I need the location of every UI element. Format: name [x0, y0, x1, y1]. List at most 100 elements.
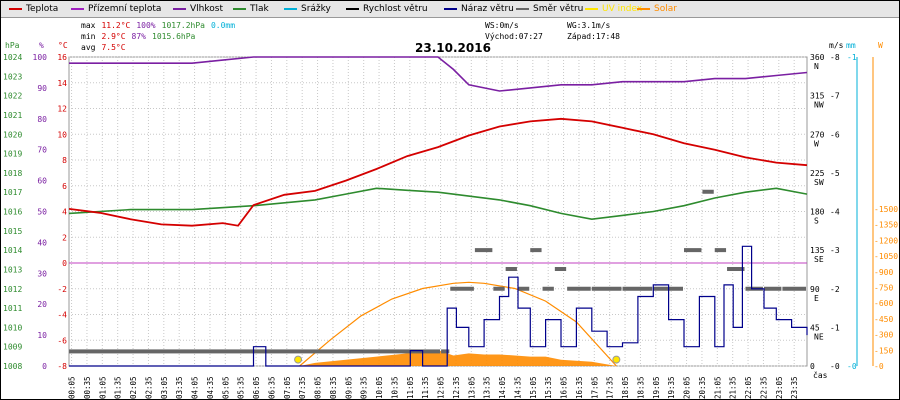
pressure-tick: 1008	[3, 362, 22, 371]
time-tick: 15:05	[529, 376, 538, 399]
time-tick: 00:35	[83, 376, 92, 399]
wind-speed-tick: -7	[830, 92, 840, 101]
stat-sunset: Západ:17:48	[567, 32, 620, 41]
temperature-tick: 0	[62, 259, 67, 268]
direction-tick: 45	[810, 323, 820, 332]
legend-item: Vlhkost	[173, 4, 223, 14]
wind-direction-mark	[763, 286, 782, 291]
direction-tick: 315	[810, 92, 825, 101]
pressure-axis-label: hPa	[5, 41, 20, 50]
pressure-tick: 1012	[3, 285, 22, 294]
wind-direction-mark	[684, 248, 702, 253]
time-tick: 11:05	[406, 376, 415, 399]
temperature-tick: -8	[57, 362, 67, 371]
pressure-tick: 1010	[3, 323, 22, 332]
legend-label: Směr větru	[533, 4, 584, 14]
time-tick: 13:05	[467, 376, 476, 399]
wind-direction-mark	[727, 267, 745, 272]
time-tick: 23:05	[775, 376, 784, 399]
sunset-marker	[612, 355, 621, 364]
legend-swatch	[585, 7, 598, 10]
time-tick: 19:05	[652, 376, 661, 399]
direction-tick: 360	[810, 53, 825, 62]
temperature-tick: 2	[62, 233, 67, 242]
wind-direction-mark	[567, 286, 591, 291]
time-tick: 04:05	[191, 376, 200, 399]
pressure-line	[68, 187, 808, 221]
time-tick: 10:05	[375, 376, 384, 399]
legend-label: UV index	[602, 4, 643, 14]
wind-speed-tick: -4	[830, 208, 840, 217]
pressure-tick: 1023	[3, 72, 22, 81]
temperature-tick: 4	[62, 208, 67, 217]
direction-tick: 270	[810, 130, 825, 139]
time-tick: 18:05	[621, 376, 630, 399]
legend-swatch	[173, 7, 186, 10]
legend-swatch	[346, 7, 359, 10]
temperature-line	[68, 117, 808, 227]
pressure-tick: 1017	[3, 188, 22, 197]
time-tick: 16:35	[575, 376, 584, 399]
chart-title: 23.10.2016	[415, 41, 491, 55]
time-tick: 07:35	[298, 376, 307, 399]
legend-label: Teplota	[26, 4, 59, 14]
humidity-line	[69, 56, 808, 92]
temperature-tick: -4	[57, 311, 67, 320]
wind-direction-mark	[505, 267, 517, 272]
wind-direction-mark	[493, 286, 505, 291]
time-tick: 21:35	[729, 376, 738, 399]
wind-speed-tick: -0	[830, 362, 840, 371]
wind-direction-mark	[450, 286, 474, 291]
direction-tick: 135	[810, 246, 825, 255]
wind-speed-axis-label: m/s	[829, 41, 844, 50]
legend-label: Rychlost větru	[363, 4, 428, 14]
time-tick: 05:05	[221, 376, 230, 399]
time-tick: 16:05	[560, 376, 569, 399]
legend-item: Teplota	[9, 4, 58, 14]
wind-gust-line	[69, 245, 808, 367]
wind-speed-tick: -8	[830, 53, 840, 62]
rain-tick: -0	[847, 362, 857, 371]
direction-tick: 0	[810, 362, 815, 371]
humidity-tick: 60	[37, 177, 47, 186]
sunrise-marker	[294, 355, 303, 364]
rain-tick: -1	[847, 53, 857, 62]
pressure-tick: 1015	[3, 227, 22, 236]
time-tick: 17:05	[590, 376, 599, 399]
temperature-tick: 10	[57, 130, 67, 139]
legend-swatch	[284, 7, 297, 10]
time-tick: 12:05	[437, 376, 446, 399]
humidity-tick: 40	[37, 238, 47, 247]
time-tick: 21:05	[713, 376, 722, 399]
direction-label: N	[814, 62, 819, 71]
wind-direction-mark	[441, 349, 450, 354]
humidity-tick: 10	[37, 331, 47, 340]
solar-tick: -300	[874, 331, 893, 340]
solar-area	[299, 350, 617, 366]
direction-label: W	[814, 139, 819, 148]
pressure-tick: 1022	[3, 92, 22, 101]
direction-tick: 90	[810, 285, 820, 294]
solar-tick: -1200	[874, 236, 898, 245]
humidity-tick: 30	[37, 269, 47, 278]
rain-axis-label: mm	[846, 41, 856, 50]
wind-speed-tick: -3	[830, 246, 840, 255]
time-tick: 03:05	[160, 376, 169, 399]
wind-direction-mark	[622, 286, 653, 291]
legend-item: Směr větru	[516, 4, 583, 14]
wind-speed-tick: -5	[830, 169, 840, 178]
temperature-tick: 6	[62, 182, 67, 191]
legend-item: Tlak	[233, 4, 269, 14]
temperature-tick: -6	[57, 336, 67, 345]
time-tick: 15:35	[544, 376, 553, 399]
legend-label: Tlak	[250, 4, 269, 14]
solar-tick: -450	[874, 315, 893, 324]
time-tick: 01:05	[98, 376, 107, 399]
pressure-tick: 1014	[3, 246, 22, 255]
pressure-tick: 1024	[3, 53, 22, 62]
temperature-tick: 16	[57, 53, 67, 62]
stats-avg: avg 7.5°C	[81, 43, 126, 52]
time-tick: 20:05	[683, 376, 692, 399]
legend-label: Srážky	[301, 4, 331, 14]
